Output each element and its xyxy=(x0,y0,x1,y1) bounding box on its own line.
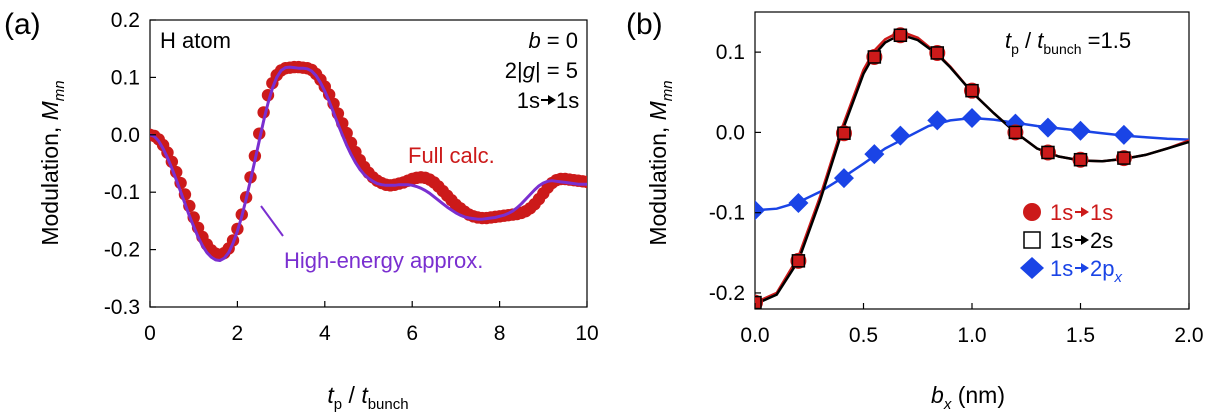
panel-a-x-tick-label: 8 xyxy=(494,322,506,345)
series-1s-2px-point xyxy=(788,193,809,214)
panel-a-x-tick-label: 4 xyxy=(319,322,331,345)
series-1s-2s-point xyxy=(1117,151,1131,165)
panel-a-x-tick-label: 2 xyxy=(232,322,244,345)
legend-1s-2s-to: 2s xyxy=(1090,228,1113,253)
arrow-icon xyxy=(541,95,556,105)
panel-a-series-layer xyxy=(150,60,587,262)
series-1s-2s-point xyxy=(1008,125,1023,140)
series-1s-1s-point xyxy=(1115,150,1132,167)
panel-b-y-ticks: -0.2 -0.1 0.0 0.1 xyxy=(709,41,761,305)
panel-a-full-calc-annotation: Full calc. xyxy=(408,143,495,168)
panel-a-y-tick-label: 0.0 xyxy=(111,124,140,147)
panel-a-high-energy-pointer xyxy=(260,205,284,237)
panel-a-y-tick-label: -0.3 xyxy=(104,296,140,319)
legend-1s-2px-to: 2px xyxy=(1090,256,1122,286)
series-1s-2px-point xyxy=(927,110,948,131)
series-1s-2px-point xyxy=(1113,124,1134,145)
series-1s-2s-point xyxy=(755,295,762,309)
series-1s-1s-point xyxy=(790,252,807,269)
series-1s-2px-point xyxy=(1037,117,1058,138)
series-1s-2s-point xyxy=(1041,145,1055,160)
legend-item-1s-2s: 1s 2s xyxy=(1023,228,1113,253)
panel-b-x-ticks: 0.0 0.5 1.0 1.5 2.0 xyxy=(740,303,1204,347)
panel-a-g-param: 2|g| = 5 xyxy=(505,58,578,83)
panel-a-label: (a) xyxy=(4,8,41,41)
panel-a-x-axis-label: tp / tbunch xyxy=(327,382,408,413)
panel-a-x-tick-label: 0 xyxy=(144,322,156,345)
series-1s-1s-line xyxy=(755,29,1189,304)
panel-a-transition-to: 1s xyxy=(556,88,579,113)
high-energy-approx-line xyxy=(150,65,587,262)
legend-1s-1s-from: 1s xyxy=(1050,200,1073,225)
panel-a-y-tick-label: -0.1 xyxy=(104,181,140,204)
panel-a-x-ticks: 0 2 4 6 8 10 xyxy=(144,301,599,345)
series-1s-2s-point xyxy=(791,254,806,268)
panel-a-transition-from: 1s xyxy=(517,88,540,113)
panel-b-series-layer xyxy=(755,27,1189,309)
series-1s-2s-point xyxy=(930,46,945,60)
panel-b-x-axis-label: bx (nm) xyxy=(931,382,1005,413)
full-calc-point xyxy=(580,175,587,189)
series-1s-2s-point xyxy=(837,126,851,140)
panel-a-b-param: b = 0 xyxy=(528,28,578,53)
series-1s-2s-point xyxy=(1073,152,1088,167)
series-1s-1s-point xyxy=(1007,124,1024,141)
panel-b-legend: 1s 1s 1s 2s 1s 2px xyxy=(1020,200,1122,286)
legend-marker-square xyxy=(1023,231,1041,249)
series-1s-2s-point xyxy=(965,83,979,98)
panel-b-label: (b) xyxy=(626,8,663,41)
legend-item-1s-1s: 1s 1s xyxy=(1023,200,1113,225)
series-1s-2s-point xyxy=(893,28,908,43)
panel-b-x-tick-label: 2.0 xyxy=(1174,324,1203,347)
panel-a-x-tick-label: 6 xyxy=(406,322,418,345)
series-1s-1s-point xyxy=(835,125,852,142)
legend-1s-2px-from: 1s xyxy=(1050,256,1073,281)
panel-a-x-tick-label: 10 xyxy=(575,322,598,345)
series-1s-1s-point xyxy=(866,48,883,65)
legend-1s-2s-from: 1s xyxy=(1050,228,1073,253)
legend-marker-diamond xyxy=(1020,257,1044,279)
panel-a: (a) 0 2 4 6 8 10 -0.3 -0.2 -0.1 0.0 0.1 0.2 tp / t… xyxy=(4,8,599,413)
series-1s-1s-point xyxy=(964,82,980,99)
panel-b-y-axis-label: Modulation, Mmn xyxy=(645,80,676,245)
panel-b-x-tick-label: 1.5 xyxy=(1066,324,1095,347)
series-1s-2px-point xyxy=(864,144,885,165)
series-1s-1s-point xyxy=(1039,144,1056,161)
legend-item-1s-2px: 1s 2px xyxy=(1020,256,1122,286)
panel-b-x-tick-label: 1.0 xyxy=(957,324,986,347)
panel-b-x-tick-label: 0.0 xyxy=(740,324,769,347)
panel-b-x-tick-label: 0.5 xyxy=(849,324,878,347)
panel-a-high-energy-annotation: High-energy approx. xyxy=(284,248,483,273)
panel-a-transition-label: 1s 1s xyxy=(517,88,580,113)
series-1s-2px-point xyxy=(755,200,765,221)
series-1s-1s-point xyxy=(892,27,909,44)
panel-b-y-tick-label: -0.2 xyxy=(709,282,745,305)
series-1s-2px-point xyxy=(890,125,911,146)
panel-a-y-ticks: -0.3 -0.2 -0.1 0.0 0.1 0.2 xyxy=(104,9,156,319)
panel-b-ratio-annotation: tp / tbunch =1.5 xyxy=(1005,28,1131,57)
arrow-icon xyxy=(1075,263,1089,273)
legend-1s-1s-to: 1s xyxy=(1090,200,1113,225)
panel-a-y-tick-label: 0.2 xyxy=(111,9,140,32)
panel-a-system-label: H atom xyxy=(160,28,231,53)
arrow-icon xyxy=(1075,235,1089,245)
panel-b-y-tick-label: 0.1 xyxy=(716,41,745,64)
series-1s-2px-point xyxy=(1070,120,1091,141)
series-1s-1s-point xyxy=(1072,151,1089,168)
panel-a-y-axis-label: Modulation, Mmn xyxy=(37,80,68,245)
panel-b-y-tick-label: 0.0 xyxy=(716,121,745,144)
series-1s-2px-point xyxy=(833,168,854,189)
series-1s-2s-point xyxy=(867,50,882,64)
panel-a-y-tick-label: -0.2 xyxy=(104,239,140,262)
series-1s-2s-line xyxy=(755,33,1189,306)
panel-a-y-tick-label: 0.1 xyxy=(111,66,140,89)
series-1s-2px-point xyxy=(962,107,982,128)
series-1s-1s-point xyxy=(929,44,946,61)
panel-b: (b) 0.0 0.5 1.0 1.5 2.0 -0.2 -0.1 0.0 0.1 bx (n… xyxy=(626,8,1204,413)
legend-marker-circle xyxy=(1023,203,1041,221)
panel-b-y-tick-label: -0.1 xyxy=(709,202,745,225)
panel-a-plot-frame xyxy=(149,19,588,308)
arrow-icon xyxy=(1075,207,1089,217)
